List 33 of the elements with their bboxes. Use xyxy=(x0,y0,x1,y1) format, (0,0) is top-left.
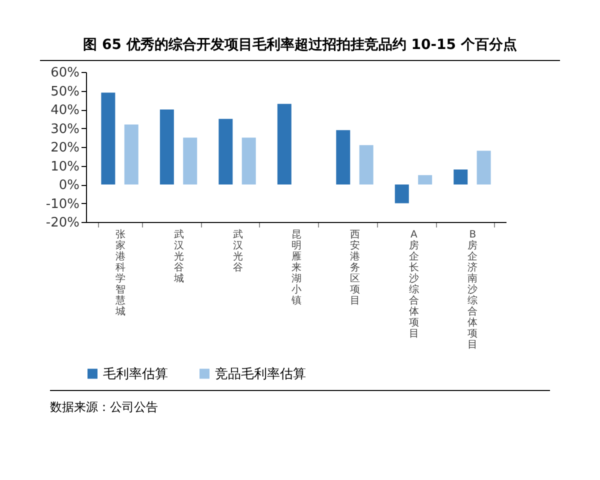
category-label: B房企济南沙综合体项目 xyxy=(468,230,478,350)
y-tick-label: 50% xyxy=(50,84,80,100)
category-label: A房企长沙综合体项目 xyxy=(408,230,419,340)
bar xyxy=(124,124,138,184)
bar xyxy=(359,145,374,184)
x-tick-label: 张家港科学智慧城 xyxy=(114,228,126,318)
bar xyxy=(277,104,292,184)
x-tick-label: 西安港务区项目 xyxy=(350,230,360,306)
legend-label: 毛利率估算 xyxy=(103,366,168,382)
legend-label: 竞品毛利率估算 xyxy=(215,366,306,382)
bar xyxy=(101,92,116,184)
y-tick-label: 20% xyxy=(50,140,80,156)
bar xyxy=(183,138,198,184)
y-tick-label: -10% xyxy=(46,196,80,212)
bar xyxy=(336,130,350,184)
y-tick-label: 40% xyxy=(50,103,80,118)
source-note: 数据来源：公司公告 xyxy=(50,390,550,416)
x-tick-label: 昆明雁来湖小镇 xyxy=(290,230,302,306)
bar xyxy=(476,150,491,184)
x-tick-label: 武汉光谷 xyxy=(232,228,243,274)
chart-title: 图 65 优秀的综合开发项目毛利率超过招拍挂竞品约 10-15 个百分点 xyxy=(40,0,560,61)
bar xyxy=(160,110,174,184)
y-tick-label: -20% xyxy=(46,216,80,230)
bar xyxy=(218,118,233,184)
x-tick-label: 武汉光谷城 xyxy=(173,228,184,284)
y-tick-label: 0% xyxy=(58,178,80,193)
bar xyxy=(242,138,256,184)
y-tick-label: 60% xyxy=(50,66,80,80)
y-tick-label: 30% xyxy=(50,122,80,137)
bar xyxy=(418,175,432,184)
bar xyxy=(454,170,468,184)
y-tick-label: 10% xyxy=(50,159,80,174)
bar xyxy=(394,184,409,204)
